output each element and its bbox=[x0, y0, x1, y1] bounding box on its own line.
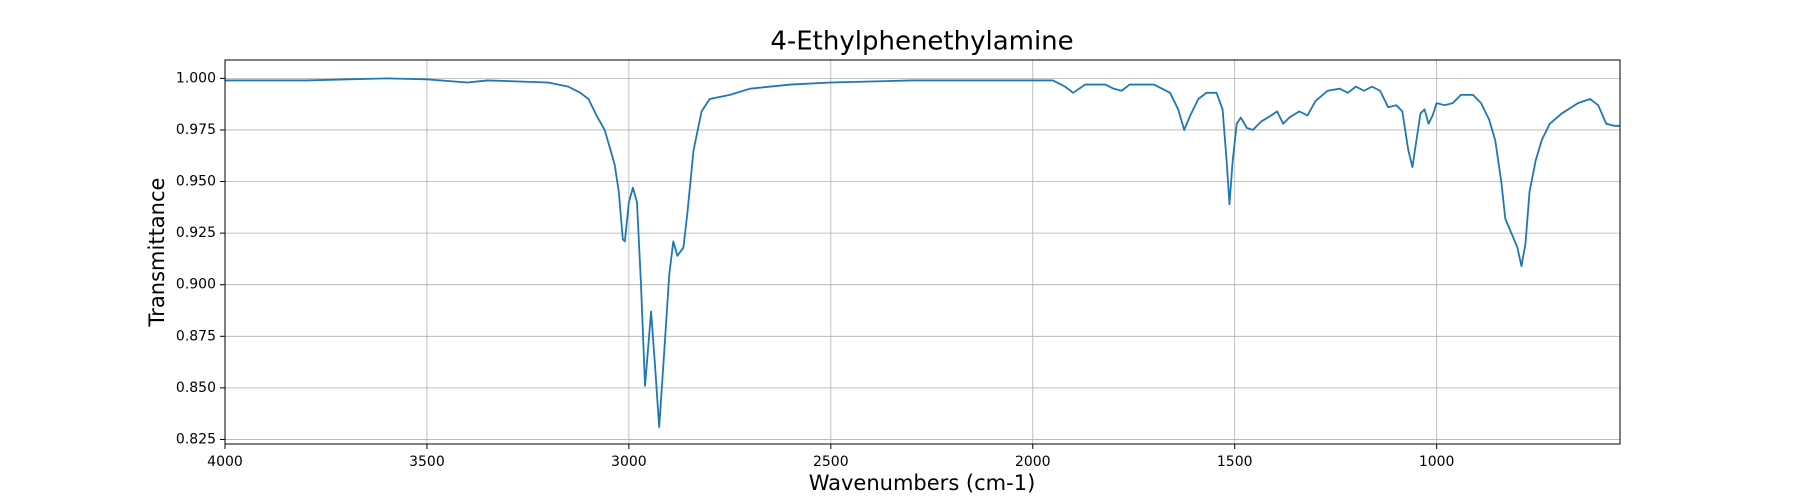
x-tick-label: 1000 bbox=[1419, 454, 1455, 470]
y-tick-label: 0.950 bbox=[176, 174, 216, 190]
y-tick-label: 0.850 bbox=[176, 380, 216, 396]
x-tick-label: 3000 bbox=[611, 454, 647, 470]
x-tick-label: 3500 bbox=[409, 454, 445, 470]
y-tick-label: 0.925 bbox=[176, 225, 216, 241]
x-axis-label: Wavenumbers (cm-1) bbox=[809, 471, 1036, 495]
y-axis-label: Transmittance bbox=[145, 178, 169, 328]
chart-title: 4-Ethylphenethylamine bbox=[770, 27, 1073, 57]
x-tick-label: 2000 bbox=[1015, 454, 1051, 470]
y-tick-label: 0.900 bbox=[176, 277, 216, 293]
y-tick-label: 0.825 bbox=[176, 431, 216, 447]
x-tick-label: 4000 bbox=[207, 454, 243, 470]
plot-frame bbox=[224, 59, 1621, 445]
spectrum-line bbox=[225, 77, 1620, 428]
x-tick-label: 1500 bbox=[1217, 454, 1253, 470]
y-tick-label: 0.975 bbox=[176, 122, 216, 138]
x-tick-label: 2500 bbox=[813, 454, 849, 470]
y-tick-label: 0.875 bbox=[176, 328, 216, 344]
y-tick-label: 1.000 bbox=[176, 70, 216, 86]
